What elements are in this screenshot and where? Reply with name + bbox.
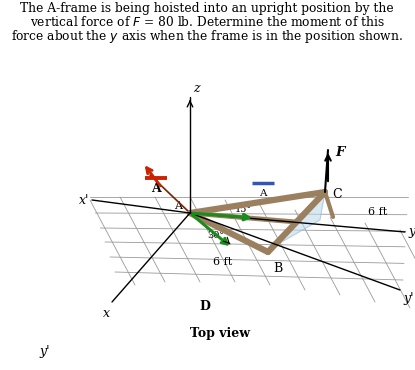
Text: y: y — [408, 225, 415, 239]
Polygon shape — [273, 192, 325, 247]
Text: force about the $y$ axis when the frame is in the position shown.: force about the $y$ axis when the frame … — [11, 28, 403, 45]
Text: A: A — [174, 201, 182, 211]
Text: D: D — [200, 300, 210, 313]
Text: 30°: 30° — [207, 232, 224, 240]
Text: z: z — [193, 82, 200, 95]
Text: 6 ft: 6 ft — [368, 207, 387, 217]
Text: y': y' — [403, 292, 413, 305]
Text: y': y' — [40, 345, 50, 358]
Text: x': x' — [78, 194, 89, 206]
Text: vertical force of $F$ = 80 lb. Determine the moment of this: vertical force of $F$ = 80 lb. Determine… — [29, 15, 384, 29]
Text: 15°: 15° — [234, 205, 251, 215]
Text: x: x — [103, 307, 110, 320]
Text: A: A — [259, 188, 267, 198]
Text: 6 ft: 6 ft — [213, 257, 232, 267]
Text: The A-frame is being hoisted into an upright position by the: The A-frame is being hoisted into an upr… — [20, 2, 394, 15]
Text: C: C — [332, 188, 342, 202]
Text: A: A — [151, 182, 161, 195]
Text: F: F — [335, 147, 344, 159]
Text: B: B — [273, 262, 282, 275]
Text: Top view: Top view — [190, 327, 250, 340]
